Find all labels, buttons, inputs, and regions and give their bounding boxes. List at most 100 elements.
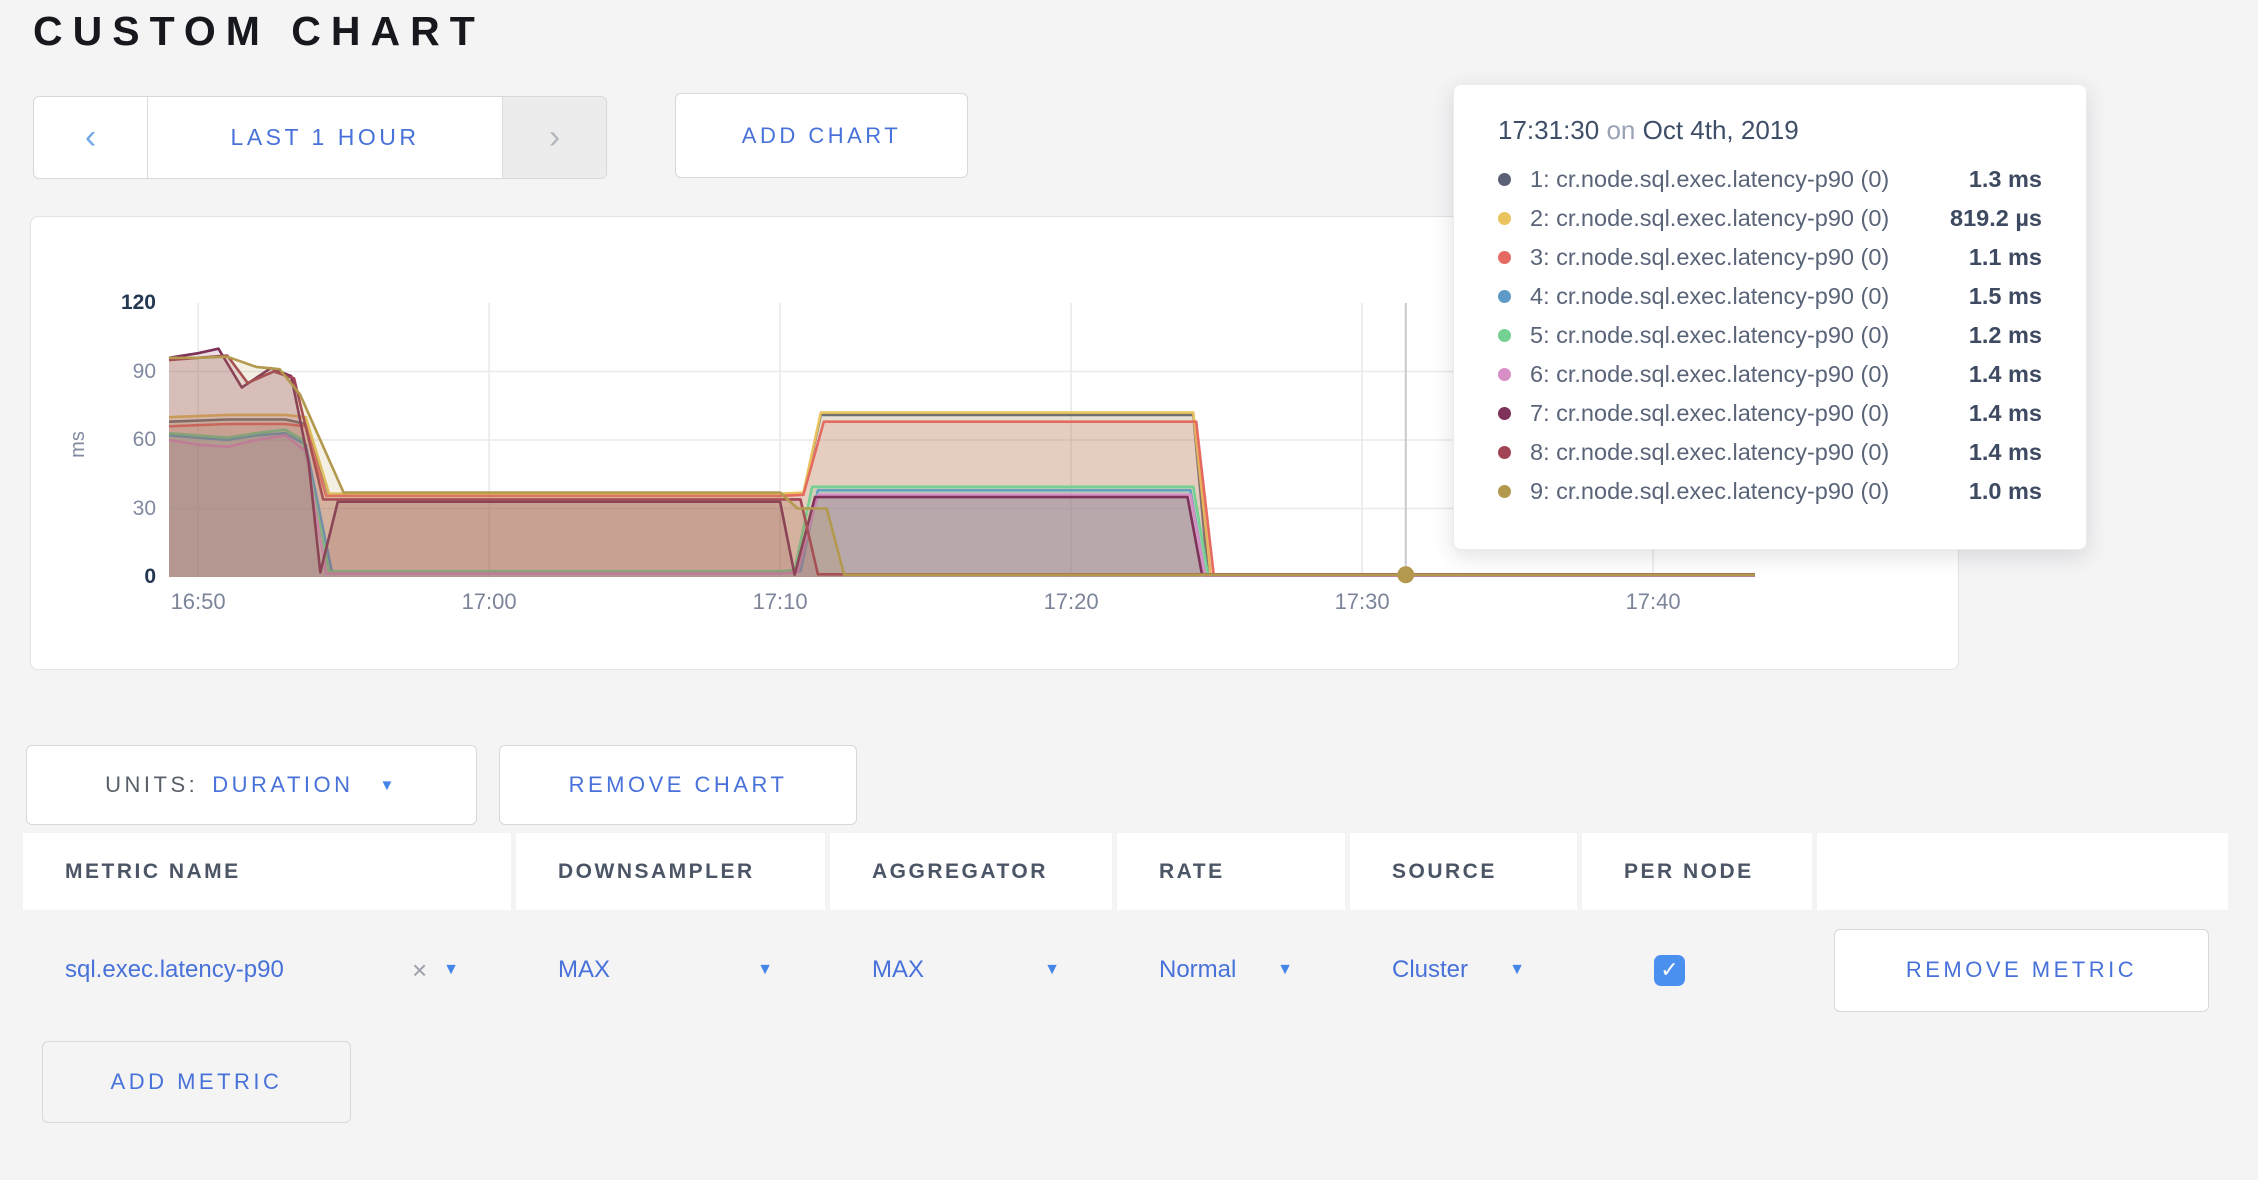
- chevron-down-icon: ▼: [1509, 961, 1525, 978]
- series-line: [168, 347, 1755, 576]
- tooltip-series-label: 2: cr.node.sql.exec.latency-p90 (0): [1530, 205, 1890, 231]
- tooltip-series-label: 7: cr.node.sql.exec.latency-p90 (0): [1530, 400, 1890, 426]
- rate-cell[interactable]: Normal ▼: [1117, 910, 1345, 1030]
- chevron-down-icon[interactable]: ▼: [443, 961, 459, 978]
- series-area: [169, 429, 1755, 577]
- series-area: [169, 348, 1755, 577]
- units-dropdown[interactable]: UNITS: DURATION ▼: [26, 745, 477, 825]
- per-node-cell: ✓: [1582, 910, 1812, 1030]
- y-tick-label: 30: [132, 496, 156, 520]
- tooltip-series-label: 5: cr.node.sql.exec.latency-p90 (0): [1530, 322, 1890, 348]
- tooltip-on-word: on: [1606, 115, 1636, 145]
- clear-metric-icon[interactable]: ×: [411, 954, 428, 985]
- tooltip-series-row: 4: cr.node.sql.exec.latency-p90 (0) 1.5 m…: [1498, 277, 2042, 316]
- time-range-next-button[interactable]: ›: [502, 97, 606, 178]
- source-value: Cluster: [1392, 956, 1469, 983]
- x-tick-label: 17:40: [1625, 589, 1681, 614]
- series-color-dot: [1498, 212, 1511, 225]
- series-area: [169, 356, 1755, 577]
- chevron-down-icon: ▼: [1277, 961, 1293, 978]
- aggregator-value: MAX: [872, 956, 925, 983]
- table-header-row: METRIC NAME DOWNSAMPLER AGGREGATOR RATE SOUR…: [23, 833, 2228, 910]
- chevron-down-icon: ▼: [757, 961, 773, 978]
- units-label: UNITS:: [105, 772, 199, 797]
- y-tick-label: 0: [144, 565, 156, 588]
- tooltip-series-value: 1.4 ms: [1968, 361, 2042, 387]
- table-header-source: SOURCE: [1350, 833, 1577, 910]
- y-tick-label: 60: [132, 428, 156, 451]
- y-tick-label: 120: [120, 291, 156, 314]
- tooltip-series-label: 1: cr.node.sql.exec.latency-p90 (0): [1530, 166, 1890, 192]
- x-tick-label: 17:20: [1043, 589, 1099, 614]
- highlighted-data-point: [1397, 566, 1415, 584]
- series-color-dot: [1498, 173, 1511, 186]
- series-color-dot: [1498, 407, 1511, 420]
- series-area: [169, 433, 1755, 577]
- tooltip-series-label: 9: cr.node.sql.exec.latency-p90 (0): [1530, 478, 1890, 504]
- tooltip-series-value: 819.2 µs: [1950, 205, 2042, 231]
- series-area: [169, 435, 1755, 577]
- aggregator-cell[interactable]: MAX ▼: [830, 910, 1112, 1030]
- series-color-dot: [1498, 446, 1511, 459]
- check-icon: ✓: [1660, 957, 1679, 982]
- series-color-dot: [1498, 485, 1511, 498]
- table-header-rate: RATE: [1117, 833, 1345, 910]
- tooltip-series-row: 8: cr.node.sql.exec.latency-p90 (0) 1.4 m…: [1498, 433, 2042, 472]
- tooltip-timestamp: 17:31:30 on Oct 4th, 2019: [1498, 115, 2042, 146]
- tooltip-series-label: 4: cr.node.sql.exec.latency-p90 (0): [1530, 283, 1890, 309]
- remove-chart-button[interactable]: REMOVE CHART: [499, 745, 857, 825]
- tooltip-series-list: 1: cr.node.sql.exec.latency-p90 (0) 1.3 m…: [1498, 160, 2042, 511]
- series-line: [169, 355, 1755, 576]
- series-line: [168, 420, 1755, 576]
- page-title: CUSTOM CHART: [33, 8, 485, 54]
- chevron-left-icon: ‹: [84, 118, 97, 156]
- chart-hover-tooltip: 17:31:30 on Oct 4th, 2019 1: cr.node.sql…: [1453, 84, 2087, 550]
- x-tick-label: 16:50: [170, 589, 226, 614]
- tooltip-series-value: 1.3 ms: [1968, 166, 2042, 192]
- tooltip-series-label: 8: cr.node.sql.exec.latency-p90 (0): [1530, 439, 1890, 465]
- tooltip-series-row: 9: cr.node.sql.exec.latency-p90 (0) 1.0 m…: [1498, 472, 2042, 511]
- per-node-checkbox[interactable]: ✓: [1654, 954, 1685, 986]
- series-color-dot: [1498, 251, 1511, 264]
- downsampler-value: MAX: [558, 956, 611, 983]
- tooltip-series-label: 6: cr.node.sql.exec.latency-p90 (0): [1530, 361, 1890, 387]
- remove-metric-cell: REMOVE METRIC: [1817, 910, 2228, 1030]
- chevron-down-icon: ▼: [1044, 961, 1060, 978]
- add-metric-button[interactable]: ADD METRIC: [42, 1041, 351, 1123]
- table-header-per-node: PER NODE: [1582, 833, 1812, 910]
- add-chart-button[interactable]: ADD CHART: [675, 93, 968, 178]
- tooltip-series-row: 5: cr.node.sql.exec.latency-p90 (0) 1.2 m…: [1498, 316, 2042, 355]
- downsampler-cell[interactable]: MAX ▼: [516, 910, 825, 1030]
- tooltip-series-row: 2: cr.node.sql.exec.latency-p90 (0) 819.2…: [1498, 199, 2042, 238]
- series-line: [168, 434, 1755, 577]
- tooltip-series-label: 3: cr.node.sql.exec.latency-p90 (0): [1530, 244, 1890, 270]
- x-tick-label: 17:00: [461, 589, 517, 614]
- series-line: [168, 428, 1755, 577]
- series-color-dot: [1498, 329, 1511, 342]
- chevron-right-icon: ›: [548, 118, 561, 156]
- tooltip-series-value: 1.4 ms: [1968, 439, 2042, 465]
- source-cell[interactable]: Cluster ▼: [1350, 910, 1577, 1030]
- tooltip-series-value: 1.0 ms: [1968, 478, 2042, 504]
- table-header-downsampler: DOWNSAMPLER: [516, 833, 825, 910]
- table-header-aggregator: AGGREGATOR: [830, 833, 1112, 910]
- series-area: [169, 355, 1755, 577]
- series-area: [169, 421, 1755, 577]
- time-range-selector[interactable]: ‹ LAST 1 HOUR ›: [33, 96, 607, 179]
- metric-name-value[interactable]: sql.exec.latency-p90: [65, 956, 284, 983]
- tooltip-time: 17:31:30: [1498, 115, 1600, 145]
- units-value: DURATION: [212, 772, 354, 797]
- series-color-dot: [1498, 368, 1511, 381]
- time-range-prev-button[interactable]: ‹: [34, 97, 148, 178]
- table-header-actions: [1817, 833, 2228, 910]
- metric-name-cell: sql.exec.latency-p90 × ▼: [23, 910, 511, 1030]
- tooltip-series-value: 1.5 ms: [1968, 283, 2042, 309]
- tooltip-series-value: 1.1 ms: [1968, 244, 2042, 270]
- remove-metric-button[interactable]: REMOVE METRIC: [1834, 928, 2209, 1012]
- metric-table: METRIC NAME DOWNSAMPLER AGGREGATOR RATE SOUR…: [23, 833, 2228, 1030]
- time-range-label[interactable]: LAST 1 HOUR: [230, 124, 420, 150]
- tooltip-series-row: 6: cr.node.sql.exec.latency-p90 (0) 1.4 m…: [1498, 355, 2042, 394]
- rate-value: Normal: [1159, 956, 1237, 983]
- table-row: sql.exec.latency-p90 × ▼ MAX ▼ MAX ▼ Nor…: [23, 910, 2228, 1030]
- chevron-down-icon: ▼: [379, 776, 398, 794]
